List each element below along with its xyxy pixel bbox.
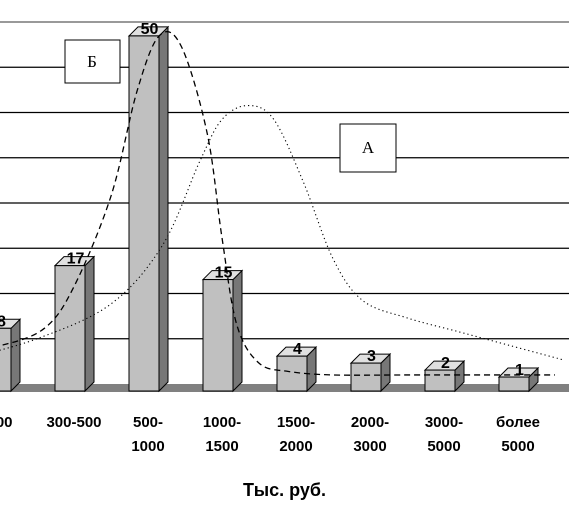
data-label: 17: [67, 251, 85, 268]
data-label: 1: [515, 362, 524, 379]
bar-front: [202, 279, 234, 392]
annotation-box: Б: [64, 39, 121, 84]
bar: [53, 255, 96, 393]
x-tick-label: 2000: [279, 438, 312, 455]
annotation-label: Б: [87, 52, 97, 71]
x-tick-label: 5000: [501, 438, 534, 455]
x-tick-label: 1000-: [203, 414, 241, 431]
bar: [201, 269, 244, 393]
x-tick-label: 500-: [133, 414, 163, 431]
data-labels: 8 17 50 15 4 3 2 1: [0, 21, 524, 379]
curves: [0, 30, 563, 376]
bar-side: [10, 318, 21, 393]
x-tick-label: 3000: [353, 438, 386, 455]
bar-side: [84, 255, 95, 393]
data-label: 4: [293, 341, 302, 358]
x-tick-label: 2000-: [351, 414, 389, 431]
annotation-frame: [339, 123, 397, 173]
x-tick-label: 1500: [205, 438, 238, 455]
data-label: 3: [367, 348, 376, 365]
x-tick-label: 1000: [131, 438, 164, 455]
bar-front: [276, 355, 308, 392]
bar-front: [350, 362, 382, 392]
bars: [0, 25, 540, 393]
annotation-box: А: [339, 123, 397, 173]
annotation-frame: [64, 39, 121, 84]
x-tick-label: 5000: [427, 438, 460, 455]
data-label: 15: [215, 265, 233, 282]
data-label: 2: [441, 355, 450, 372]
bar: [127, 25, 170, 393]
curve-annotations: БА: [64, 39, 397, 173]
x-tick-label: 300: [0, 414, 13, 431]
bar-front: [128, 35, 160, 392]
data-label: 8: [0, 313, 6, 330]
x-tick-labels: 300 300-500 500- 1000 1000- 1500 1500- 2000 2000…: [0, 414, 540, 455]
x-tick-label: более: [496, 414, 540, 431]
x-axis-title: Тыс. руб.: [242, 480, 327, 500]
bar-front: [424, 369, 456, 392]
bar-front: [0, 327, 12, 392]
curve-dashed: [0, 30, 555, 376]
bar: [349, 352, 392, 393]
x-tick-label: 1500-: [277, 414, 315, 431]
bar-front: [54, 265, 86, 392]
bar-side: [158, 25, 169, 393]
annotation-label: А: [362, 138, 375, 157]
data-label: 50: [141, 21, 159, 38]
bar: [275, 345, 318, 393]
x-tick-label: 300-500: [46, 414, 101, 431]
bar-front: [498, 376, 530, 392]
x-tick-label: 3000-: [425, 414, 463, 431]
bar: [0, 318, 22, 393]
bar-side: [232, 269, 243, 393]
